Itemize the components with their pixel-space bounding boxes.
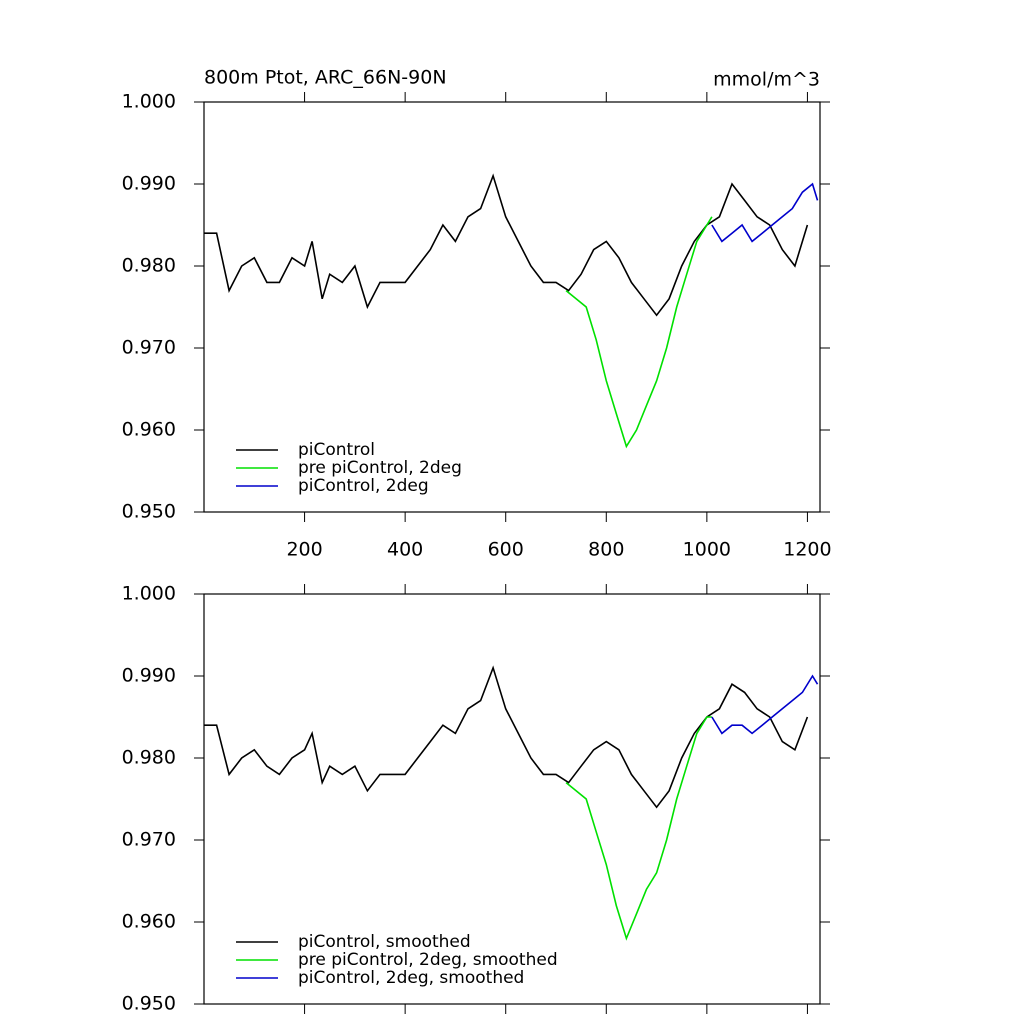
x-tick-label: 1000 [683, 539, 731, 561]
x-tick-label: 400 [387, 539, 423, 561]
x-tick-label: 800 [588, 539, 624, 561]
series-line [204, 665, 809, 809]
series-line [565, 216, 713, 449]
y-tick-label: 1.000 [122, 91, 176, 113]
y-tick-label: 0.970 [122, 337, 176, 359]
legend-label: piControl [298, 440, 375, 460]
plot-frame [203, 593, 821, 1005]
legend-label: piControl, 2deg [298, 476, 429, 496]
y-tick-label: 0.960 [122, 419, 176, 441]
y-tick-label: 1.000 [122, 583, 176, 605]
plot-frame [203, 101, 821, 513]
x-tick-label: 200 [286, 539, 322, 561]
y-tick-label: 0.950 [122, 993, 176, 1015]
y-tick-label: 0.990 [122, 665, 176, 687]
series-line [565, 716, 712, 941]
y-tick-label: 0.960 [122, 911, 176, 933]
units-label: mmol/m^3 [713, 69, 820, 91]
legend-label: piControl, smoothed [298, 932, 471, 952]
series-line [711, 182, 819, 243]
y-tick-label: 0.980 [122, 255, 176, 277]
legend-label: pre piControl, 2deg [298, 458, 462, 478]
y-tick-label: 0.950 [122, 501, 176, 523]
legend-label: pre piControl, 2deg, smoothed [298, 950, 558, 970]
y-tick-label: 0.970 [122, 829, 176, 851]
series-line [204, 173, 809, 317]
y-tick-label: 0.980 [122, 747, 176, 769]
chart-title: 800m Ptot, ARC_66N-90N [204, 67, 447, 89]
x-tick-label: 600 [488, 539, 524, 561]
x-tick-label: 1200 [783, 539, 831, 561]
y-tick-label: 0.990 [122, 173, 176, 195]
series-line [711, 674, 819, 735]
legend-label: piControl, 2deg, smoothed [298, 968, 524, 988]
